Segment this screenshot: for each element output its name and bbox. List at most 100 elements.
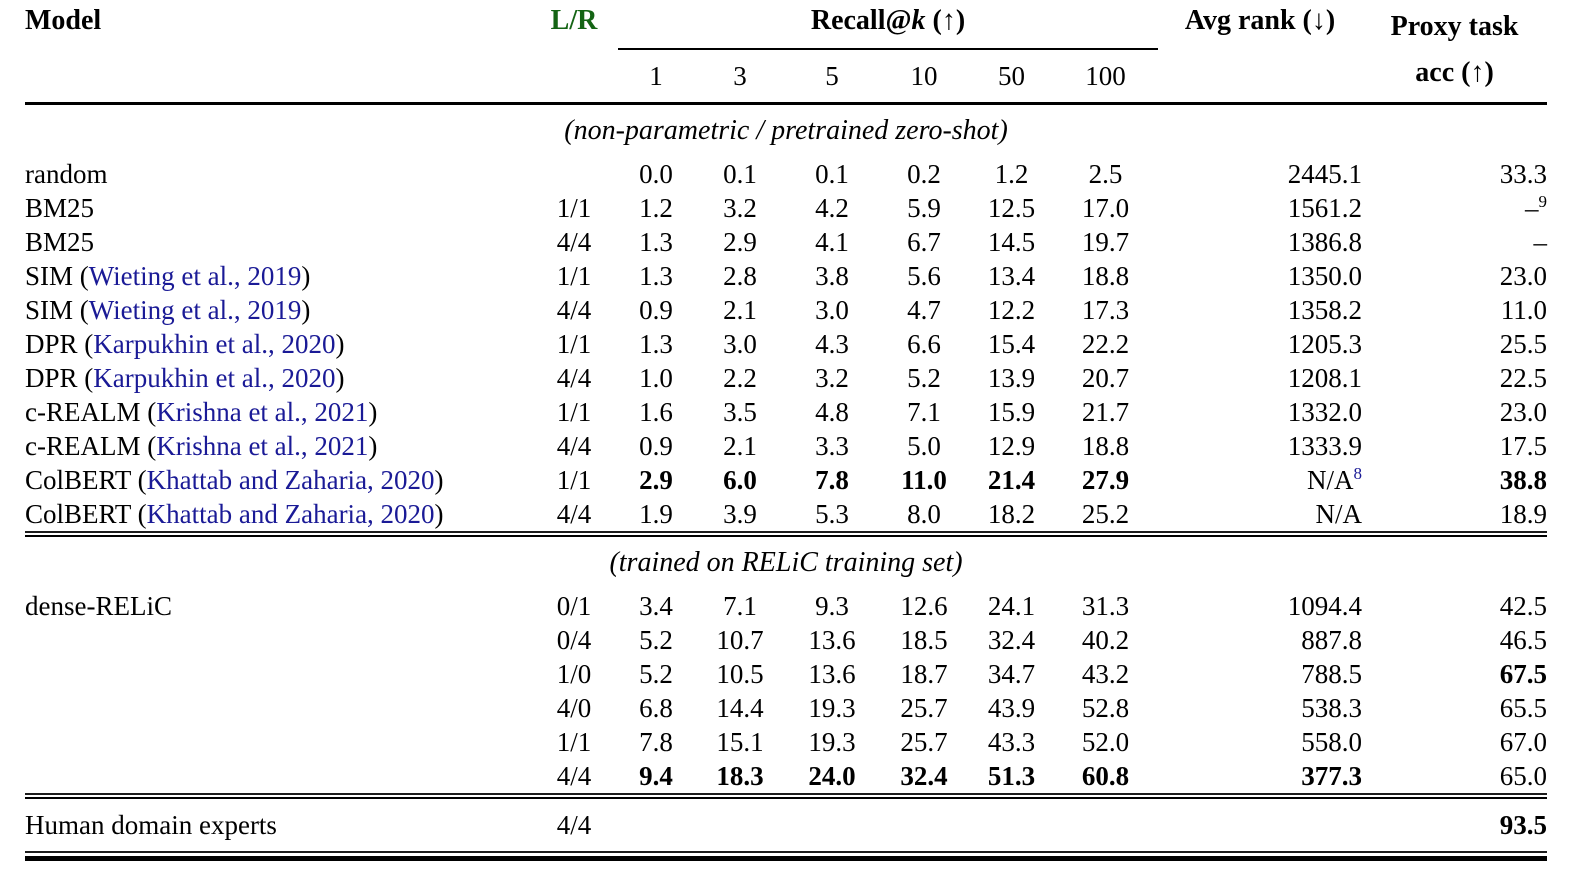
recall-cell: 20.7 [1081, 363, 1130, 393]
recall-cell: 52.8 [1081, 693, 1130, 723]
table-row: 1/0 5.2 10.5 13.6 18.7 34.7 43.2 788.5 67.5 [25, 657, 1547, 691]
model-name: DPR ( [25, 329, 94, 359]
results-table: Model L/R Recall@k (↑) Avg rank (↓) Prox… [25, 4, 1548, 861]
section-divider [25, 793, 1548, 799]
col-header-recall-1: 1 [618, 49, 694, 105]
model-name: SIM ( [25, 261, 89, 291]
recall-cell: 4.3 [815, 329, 849, 359]
model-cell [25, 725, 530, 759]
model-cell: BM25 [25, 191, 530, 225]
citation-link[interactable]: Wieting et al., 2019 [88, 295, 302, 325]
avg-rank-value: 1350.0 [1287, 261, 1363, 291]
citation-link[interactable]: Khattab and Zaharia, 2020 [146, 499, 435, 529]
proxy-cell: 18.9 [1362, 497, 1547, 532]
lr-cell: 1/1 [556, 465, 592, 495]
recall-cell: 12.6 [900, 591, 948, 621]
recall-cell: 13.4 [987, 261, 1036, 291]
footnote-ref-link[interactable]: 8 [1353, 464, 1363, 483]
recall-cell: 5.9 [907, 193, 941, 223]
recall-cell: 24.0 [808, 761, 856, 791]
table-row: ColBERT (Khattab and Zaharia, 2020) 1/1 2.… [25, 463, 1547, 497]
recall-cell: 3.2 [723, 193, 757, 223]
model-cell: c-REALM (Krishna et al., 2021) [25, 395, 530, 429]
citation-link[interactable]: Karpukhin et al., 2020 [93, 363, 336, 393]
recall-cell: 15.9 [987, 397, 1036, 427]
recall-cell: 4.1 [815, 227, 849, 257]
avg-rank-value: N/A [1315, 499, 1363, 529]
recall-cell: 7.1 [907, 397, 941, 427]
proxy-value: 23.0 [1499, 397, 1548, 427]
proxy-value: – [1533, 227, 1548, 257]
recall-cell: 24.1 [987, 591, 1036, 621]
recall-cell: 2.1 [723, 295, 757, 325]
citation-link[interactable]: Krishna et al., 2021 [156, 397, 369, 427]
recall-cell: 8.0 [907, 499, 941, 529]
proxy-cell: 67.0 [1362, 725, 1547, 759]
recall-cell: 22.2 [1081, 329, 1130, 359]
recall-cell: 43.9 [987, 693, 1036, 723]
table-row: 0/4 5.2 10.7 13.6 18.5 32.4 40.2 887.8 46.5 [25, 623, 1547, 657]
avg-rank-cell: 1205.3 [1158, 327, 1362, 361]
avg-rank-cell: N/A [1158, 497, 1363, 532]
avg-rank-value: 1205.3 [1287, 329, 1363, 359]
avg-rank-value: 538.3 [1301, 693, 1363, 723]
col-header-recall-5: 5 [786, 49, 878, 105]
recall-cell: 1.3 [639, 261, 673, 291]
recall-cell: 21.7 [1081, 397, 1130, 427]
model-cell: c-REALM (Krishna et al., 2021) [25, 429, 530, 463]
proxy-value: 25.5 [1499, 329, 1548, 359]
lr-cell: 1/1 [556, 193, 592, 223]
lr-cell: 4/4 [556, 227, 592, 257]
recall-cell: 5.2 [639, 659, 673, 689]
recall-cell: 0.1 [723, 159, 757, 189]
col-header-recall-group: Recall@k (↑) [618, 4, 1159, 50]
model-cell: BM25 [25, 225, 530, 259]
proxy-value: 18.9 [1499, 499, 1548, 529]
proxy-header-line1: Proxy task [1390, 11, 1519, 42]
table-header: Model L/R Recall@k (↑) Avg rank (↓) Prox… [25, 4, 1548, 105]
recall-cell: 1.2 [639, 193, 673, 223]
proxy-cell: 33.3 [1362, 157, 1547, 191]
avg-rank-value: 1332.0 [1287, 397, 1363, 427]
recall-cell: 1.6 [639, 397, 673, 427]
recall-cell: 15.4 [987, 329, 1036, 359]
proxy-cell: 46.5 [1362, 623, 1547, 657]
table-row: DPR (Karpukhin et al., 2020) 4/4 1.0 2.2 3.2… [25, 361, 1547, 395]
recall-cell: 18.8 [1081, 261, 1130, 291]
lr-cell: 4/4 [556, 761, 592, 791]
recall-cell: 4.2 [815, 193, 849, 223]
proxy-value: 22.5 [1499, 363, 1548, 393]
model-cell [25, 623, 530, 657]
model-cell [25, 657, 530, 691]
citation-link[interactable]: Karpukhin et al., 2020 [93, 329, 336, 359]
avg-rank-cell: 1350.0 [1158, 259, 1362, 293]
recall-cell: 7.8 [815, 465, 849, 495]
proxy-value: 23.0 [1499, 261, 1548, 291]
recall-cell: 43.2 [1081, 659, 1130, 689]
section-label: (non-parametric / pretrained zero-shot) [564, 115, 1008, 146]
lr-cell: 0/4 [556, 625, 592, 655]
recall-cell: 14.4 [716, 693, 764, 723]
recall-cell: 18.2 [987, 499, 1036, 529]
proxy-cell: – [1362, 225, 1548, 259]
avg-rank-value: 1208.1 [1287, 363, 1363, 393]
model-cell: DPR (Karpukhin et al., 2020) [25, 327, 530, 361]
model-name: BM25 [25, 193, 95, 223]
citation-link[interactable]: Krishna et al., 2021 [156, 431, 369, 461]
recall-cell: 6.0 [723, 465, 757, 495]
recall-cell: 13.6 [808, 625, 856, 655]
model-name-suffix: ) [368, 431, 378, 461]
section-label: (trained on RELiC training set) [609, 547, 963, 578]
proxy-cell: 67.5 [1362, 657, 1547, 691]
proxy-value: 65.5 [1499, 693, 1548, 723]
section-human: Human domain experts 4/4 93.5 [25, 798, 1548, 861]
footnote-ref: 9 [1538, 192, 1548, 211]
recall-cell: 1.9 [639, 499, 673, 529]
recall-cell: 0.2 [907, 159, 941, 189]
recall-cell: 3.5 [723, 397, 757, 427]
citation-link[interactable]: Khattab and Zaharia, 2020 [146, 465, 435, 495]
recall-cell: 10.7 [716, 625, 764, 655]
col-header-recall-50: 50 [970, 49, 1053, 105]
recall-cell: 13.9 [987, 363, 1036, 393]
citation-link[interactable]: Wieting et al., 2019 [88, 261, 302, 291]
